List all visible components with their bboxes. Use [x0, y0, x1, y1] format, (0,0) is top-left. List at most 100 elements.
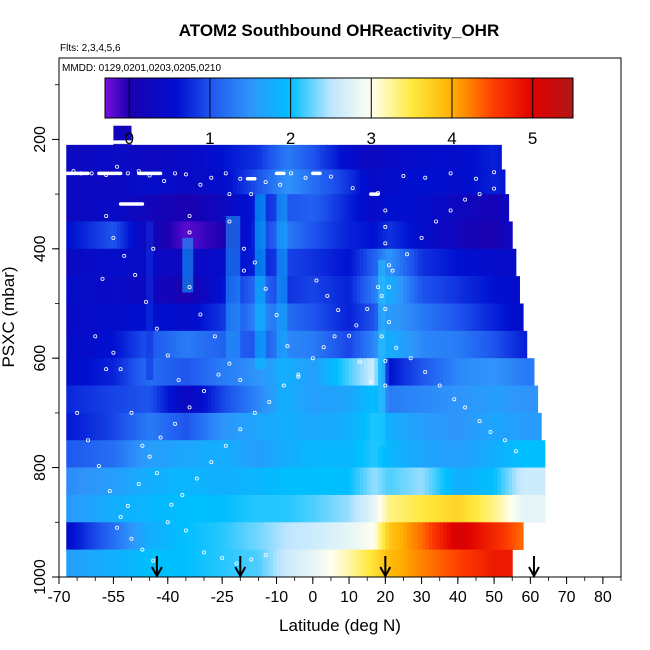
heatmap-cell — [214, 330, 220, 359]
heatmap-cell — [385, 358, 390, 386]
heatmap-cell — [80, 549, 85, 578]
heatmap-cell — [251, 467, 256, 496]
heatmap-cell — [301, 194, 307, 222]
heatmap-cell — [515, 440, 520, 468]
sample-point — [86, 438, 91, 443]
heatmap-cell — [385, 549, 390, 578]
heatmap-cell — [225, 549, 230, 578]
heatmap-cell — [102, 522, 107, 550]
heatmap-cell — [211, 276, 216, 304]
heatmap-cell — [472, 221, 477, 250]
heatmap-cell — [200, 522, 205, 550]
heatmap-cell — [414, 248, 419, 277]
heatmap-cell — [392, 330, 397, 359]
heatmap-cell — [410, 221, 415, 250]
heatmap-cell — [465, 221, 470, 250]
heatmap-cell — [421, 194, 426, 222]
heatmap-cell — [403, 467, 408, 496]
heatmap-cell — [193, 194, 198, 222]
x-tick-label: 50 — [485, 589, 503, 606]
heatmap-cell — [301, 522, 307, 550]
heatmap-cell — [381, 144, 386, 170]
heatmap-cell — [334, 412, 339, 441]
sample-point — [347, 333, 352, 338]
heatmap-cell — [207, 330, 212, 359]
heatmap-cell — [519, 385, 524, 414]
heatmap-cell — [182, 494, 187, 523]
heatmap-cell — [461, 522, 466, 550]
heatmap-cell — [222, 303, 227, 332]
heatmap-cell — [392, 440, 397, 468]
heatmap-cell — [189, 440, 194, 468]
heatmap-cell — [272, 358, 278, 386]
heatmap-cell — [425, 276, 430, 304]
heatmap-cell — [508, 494, 513, 523]
heatmap-cell — [160, 144, 165, 170]
heatmap-cell — [124, 358, 129, 386]
heatmap-cell — [490, 440, 495, 468]
heatmap-cell — [254, 494, 259, 523]
heatmap-cell — [461, 385, 466, 414]
heatmap-cell — [436, 303, 441, 332]
heatmap-cell — [403, 549, 408, 578]
heatmap-cell — [240, 303, 245, 332]
heatmap-cell — [349, 440, 354, 468]
heatmap-cell — [247, 385, 252, 414]
heatmap-cell — [254, 358, 259, 386]
heatmap-cell — [189, 412, 194, 441]
heatmap-cell — [512, 385, 517, 414]
heatmap-cell — [428, 358, 433, 386]
heatmap-cell — [167, 144, 172, 170]
heatmap-cell — [407, 221, 412, 250]
heatmap-cell — [254, 412, 259, 441]
heatmap-cell — [428, 330, 433, 359]
sample-point — [187, 213, 192, 218]
heatmap-cell — [272, 221, 278, 250]
heatmap-cell — [403, 194, 408, 222]
heatmap-cell — [240, 385, 245, 414]
heatmap-cell — [504, 440, 510, 468]
heatmap-cell — [207, 169, 212, 195]
sample-point — [158, 435, 163, 440]
heatmap-cell — [446, 494, 452, 523]
flights-label: Flts: 2,3,4,5,6 — [60, 43, 121, 54]
sample-point — [394, 345, 399, 350]
heatmap-cell — [280, 169, 285, 195]
heatmap-cell — [461, 330, 466, 359]
heatmap-cell — [149, 194, 154, 222]
sample-point — [176, 378, 181, 383]
heatmap-cell — [149, 549, 154, 578]
heatmap-cell — [200, 221, 205, 250]
heatmap-cell — [320, 194, 325, 222]
heatmap-cell — [359, 330, 365, 359]
heatmap-cell — [338, 358, 343, 386]
heatmap-cell — [80, 467, 85, 496]
heatmap-cell — [320, 276, 325, 304]
heatmap-cell — [269, 194, 274, 222]
heatmap-cell — [359, 412, 365, 441]
heatmap-cell — [189, 467, 194, 496]
heatmap-cell — [352, 385, 357, 414]
heatmap-cell — [378, 467, 383, 496]
heatmap-cell — [291, 248, 296, 277]
heatmap-cell — [443, 467, 448, 496]
heatmap-cell — [479, 194, 484, 222]
heatmap-cell — [465, 522, 470, 550]
heatmap-cell — [443, 412, 448, 441]
heatmap-cell — [508, 221, 513, 250]
heatmap-cell — [494, 144, 499, 170]
heatmap-cell — [265, 467, 270, 496]
heatmap-cell — [109, 169, 114, 195]
heatmap-cell — [512, 467, 517, 496]
heatmap-cell — [359, 358, 365, 386]
heatmap-cell — [160, 358, 165, 386]
heatmap-cell — [222, 358, 227, 386]
heatmap-cell — [269, 221, 274, 250]
heatmap-cell — [135, 248, 140, 277]
heatmap-cell — [508, 358, 513, 386]
heatmap-cell — [450, 169, 455, 195]
heatmap-cell — [95, 358, 100, 386]
heatmap-cell — [73, 194, 78, 222]
heatmap-cell — [254, 467, 259, 496]
heatmap-cell — [446, 358, 452, 386]
